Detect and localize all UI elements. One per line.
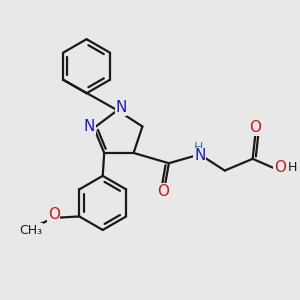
Text: CH₃: CH₃	[19, 224, 42, 237]
Text: O: O	[274, 160, 286, 175]
Text: N: N	[84, 119, 95, 134]
Text: N: N	[115, 100, 127, 115]
Text: O: O	[48, 207, 60, 222]
Text: H: H	[194, 141, 203, 154]
Text: O: O	[157, 184, 169, 199]
Text: N: N	[194, 148, 206, 164]
Text: H: H	[288, 161, 297, 174]
Text: O: O	[250, 121, 262, 136]
